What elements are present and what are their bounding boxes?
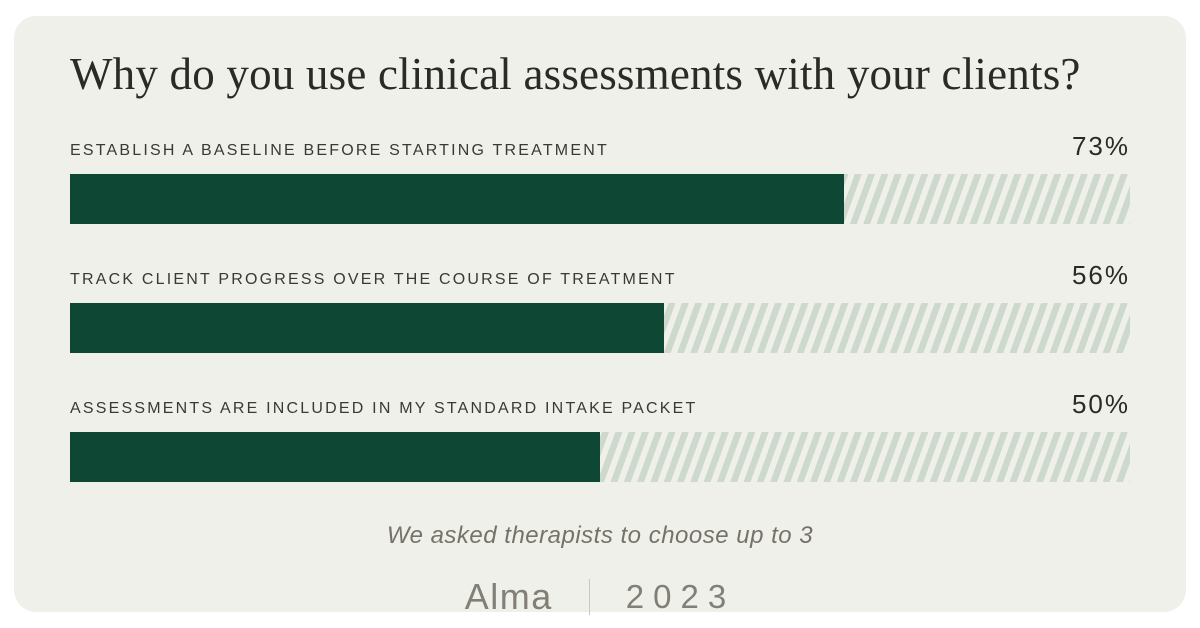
bar-fill (70, 174, 844, 224)
bar-label: ASSESSMENTS ARE INCLUDED IN MY STANDARD … (70, 400, 698, 417)
bar-track (70, 432, 1130, 482)
bar-row-intake-packet: ASSESSMENTS ARE INCLUDED IN MY STANDARD … (70, 389, 1130, 482)
row-header: ASSESSMENTS ARE INCLUDED IN MY STANDARD … (70, 389, 1130, 420)
row-header: TRACK CLIENT PROGRESS OVER THE COURSE OF… (70, 260, 1130, 291)
footer-logo-row: Alma 2023 (70, 576, 1130, 618)
bar-track (70, 174, 1130, 224)
alma-logo: Alma (464, 576, 553, 617)
chart-title: Why do you use clinical assessments with… (70, 49, 1081, 99)
bar-label: TRACK CLIENT PROGRESS OVER THE COURSE OF… (70, 271, 677, 288)
bar-fill (70, 303, 664, 353)
bar-row-establish-baseline: ESTABLISH A BASELINE BEFORE STARTING TRE… (70, 131, 1130, 224)
infographic-card: Why do you use clinical assessments with… (14, 16, 1186, 617)
bar-row-track-progress: TRACK CLIENT PROGRESS OVER THE COURSE OF… (70, 260, 1130, 353)
bar-track (70, 303, 1130, 353)
bar-value-label: 73% (1071, 131, 1130, 161)
year-label: 2023 (625, 578, 736, 615)
bar-fill (70, 432, 600, 482)
survey-footnote: We asked therapists to choose up to 3 (386, 522, 814, 549)
bar-chart: ESTABLISH A BASELINE BEFORE STARTING TRE… (70, 131, 1130, 482)
row-header: ESTABLISH A BASELINE BEFORE STARTING TRE… (70, 131, 1130, 162)
bar-label: ESTABLISH A BASELINE BEFORE STARTING TRE… (70, 142, 609, 159)
bar-value-label: 56% (1071, 260, 1130, 290)
bar-value-label: 50% (1071, 389, 1130, 419)
footer-divider (588, 579, 590, 615)
